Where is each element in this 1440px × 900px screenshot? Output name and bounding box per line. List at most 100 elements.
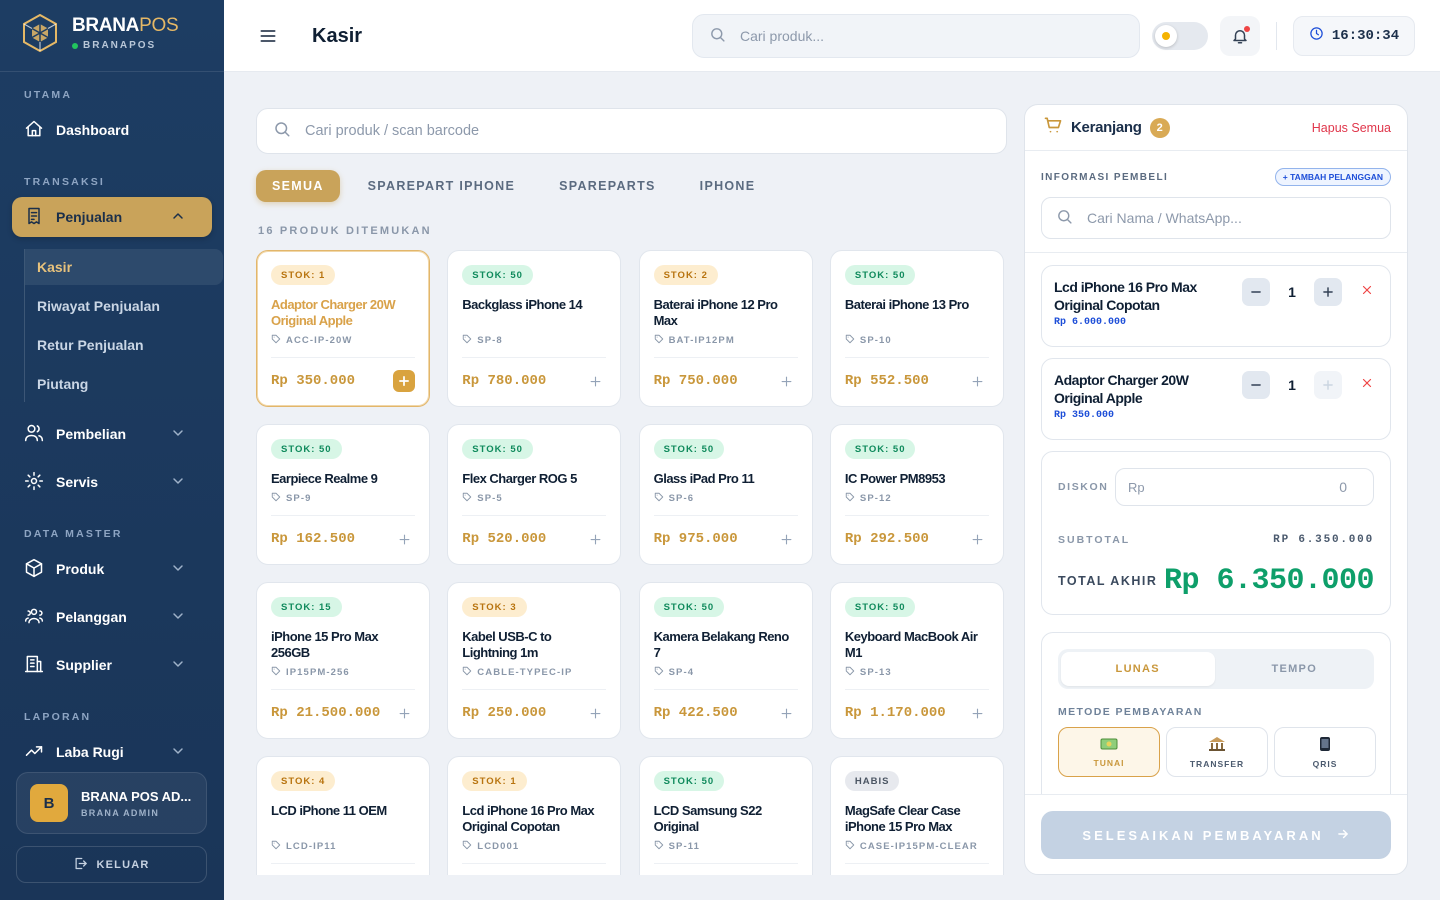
sku-icon: [271, 666, 281, 679]
add-button[interactable]: [967, 370, 989, 392]
add-button[interactable]: [393, 528, 415, 550]
theme-toggle[interactable]: [1152, 22, 1208, 50]
payment-method[interactable]: TUNAI: [1058, 727, 1160, 777]
product-card[interactable]: STOK: 4 LCD iPhone 11 OEM LCD-IP11: [256, 756, 430, 875]
add-button[interactable]: [584, 702, 606, 724]
add-button[interactable]: [776, 370, 798, 392]
add-button[interactable]: [967, 528, 989, 550]
product-card[interactable]: STOK: 50 Flex Charger ROG 5 SP-5 Rp 520.000: [447, 424, 622, 565]
product-card[interactable]: STOK: 50 Glass iPad Pro 11 SP-6 Rp 975.000: [638, 424, 813, 565]
icon-shape: [271, 334, 281, 343]
brand-subtitle: BRANAPOS: [72, 40, 156, 51]
product-card[interactable]: STOK: 50 Keyboard MacBook Air M1 SP-13 Rp 1…: [829, 582, 1004, 739]
add-button[interactable]: [393, 702, 415, 724]
cart-panel: Keranjang 2 Hapus Semua INFORMASI PEMBELI + …: [1024, 104, 1408, 875]
category-tab[interactable]: IPHONE: [699, 179, 756, 193]
price-row: Rp 1.170.000: [845, 701, 989, 725]
stock-badge: STOK: 50: [462, 439, 533, 459]
product-name: IC Power PM8953: [844, 471, 946, 486]
nav-item[interactable]: Pembelian: [12, 414, 212, 454]
buyer-search[interactable]: Cari Nama / WhatsApp...: [1041, 197, 1391, 239]
icon-shape: [38, 434, 44, 441]
product-card[interactable]: STOK: 1 Adaptor Charger 20W Original Appl…: [256, 250, 430, 407]
icon: [1323, 287, 1333, 297]
product-card[interactable]: STOK: 50 Baterai iPhone 13 Pro SP-10 Rp 552…: [829, 250, 1004, 407]
add-button[interactable]: [776, 702, 798, 724]
add-button[interactable]: [584, 370, 606, 392]
icon: [1362, 378, 1372, 388]
sku-text: CABLE-TYPEC-IP: [477, 666, 573, 678]
remove-button[interactable]: [1360, 283, 1374, 302]
sku-icon: [654, 666, 664, 679]
discount-prefix: Rp: [1128, 479, 1145, 495]
icon-shape: [1058, 210, 1070, 222]
sub-nav-item[interactable]: Kasir: [25, 249, 223, 285]
add-button[interactable]: [584, 528, 606, 550]
logout-button[interactable]: KELUAR: [16, 846, 207, 883]
payment-tab[interactable]: TEMPO: [1271, 663, 1318, 675]
product-card[interactable]: STOK: 15 iPhone 15 Pro Max 256GB IP15PM-25…: [256, 582, 430, 739]
price-row: Rp 520.000: [462, 527, 606, 551]
category-tab[interactable]: SEMUA: [256, 170, 340, 202]
increase-button[interactable]: [1314, 278, 1342, 306]
payment-tab[interactable]: LUNAS: [1061, 652, 1215, 686]
stock-badge: STOK: 1: [271, 265, 336, 285]
product-sku: SP-8: [462, 334, 606, 346]
header-search[interactable]: Cari produk...: [692, 14, 1140, 58]
stock-badge: STOK: 15: [271, 597, 342, 617]
sidebar-nav: UTAMA Dashboard TRANSAKSI Penjualan Kasir Riw…: [0, 72, 224, 760]
discount-row: DISKON Rp 0: [1058, 468, 1374, 506]
nav-item[interactable]: Laba Rugi: [12, 732, 212, 760]
product-search[interactable]: Cari produk / scan barcode: [256, 108, 1007, 154]
payment-method[interactable]: QRIS: [1274, 727, 1376, 777]
remove-button[interactable]: [1360, 376, 1374, 395]
product-card[interactable]: STOK: 2 Baterai iPhone 12 Pro Max BAT-IP12…: [638, 250, 813, 407]
product-grid: STOK: 1 Adaptor Charger 20W Original Appl…: [256, 250, 1008, 875]
product-card[interactable]: HABIS MagSafe Clear Case iPhone 15 Pro Ma…: [829, 756, 1004, 875]
clear-cart[interactable]: Hapus Semua: [1311, 120, 1391, 135]
sub-nav-item[interactable]: Riwayat Penjualan: [37, 298, 160, 314]
product-card[interactable]: STOK: 50 IC Power PM8953 SP-12 Rp 292.500: [829, 424, 1004, 565]
submit-button[interactable]: SELESAIKAN PEMBAYARAN: [1041, 811, 1391, 859]
icon: [28, 207, 40, 224]
product-card[interactable]: STOK: 50 Earpiece Realme 9 SP-9 Rp 162.500: [256, 424, 430, 565]
product-price: Rp 750.000: [653, 373, 738, 389]
nav-item[interactable]: Penjualan: [12, 197, 212, 237]
icon: [654, 334, 663, 343]
icon: [1100, 738, 1118, 749]
icon-shape: [463, 840, 472, 849]
decrease-button[interactable]: [1242, 278, 1270, 306]
product-card[interactable]: STOK: 1 Lcd iPhone 16 Pro Max Original Co…: [447, 756, 622, 875]
cart-item-name: Lcd iPhone 16 Pro Max Original Copotan: [1054, 279, 1197, 313]
chevron: [170, 560, 198, 579]
product-card[interactable]: STOK: 50 LCD Samsung S22 Original SP-11: [638, 756, 813, 875]
icon-shape: [24, 434, 39, 441]
decrease-button[interactable]: [1242, 371, 1270, 399]
category-tab[interactable]: SPAREPART IPHONE: [367, 179, 516, 193]
discount-input[interactable]: Rp 0: [1115, 468, 1374, 506]
product-card[interactable]: STOK: 50 Backglass iPhone 14 SP-8 Rp 780.00…: [447, 250, 622, 407]
nav-item[interactable]: Pelanggan: [12, 597, 212, 637]
notification-button[interactable]: [1220, 16, 1260, 56]
payment-method[interactable]: TRANSFER: [1166, 727, 1268, 777]
nav-item[interactable]: Servis: [12, 462, 212, 502]
user-card: B BRANA POS AD... BRANA ADMIN: [16, 772, 207, 834]
sub-nav-item[interactable]: Piutang: [37, 376, 89, 392]
nav-item[interactable]: Dashboard: [12, 110, 212, 150]
product-card[interactable]: STOK: 3 Kabel USB-C to Lightning 1m CABLE-…: [447, 582, 622, 739]
category-tab[interactable]: SPAREPARTS: [559, 179, 656, 193]
sku-text: SP-9: [286, 492, 312, 504]
icon: [972, 376, 983, 386]
sub-nav-item[interactable]: Retur Penjualan: [37, 337, 144, 353]
add-button[interactable]: [967, 702, 989, 724]
add-button[interactable]: [393, 370, 415, 392]
product-price: Rp 250.000: [462, 705, 547, 721]
product-card[interactable]: STOK: 50 Kamera Belakang Reno 7 SP-4 Rp 422…: [638, 582, 813, 739]
nav-item[interactable]: Supplier: [12, 645, 212, 685]
nav-item[interactable]: Produk: [12, 549, 212, 589]
add-button[interactable]: [776, 528, 798, 550]
add-customer-button[interactable]: + TAMBAH PELANGGAN: [1274, 168, 1391, 186]
page-title: Kasir: [312, 25, 363, 47]
sku-text: SP-4: [668, 666, 695, 678]
menu-button[interactable]: [258, 26, 278, 51]
